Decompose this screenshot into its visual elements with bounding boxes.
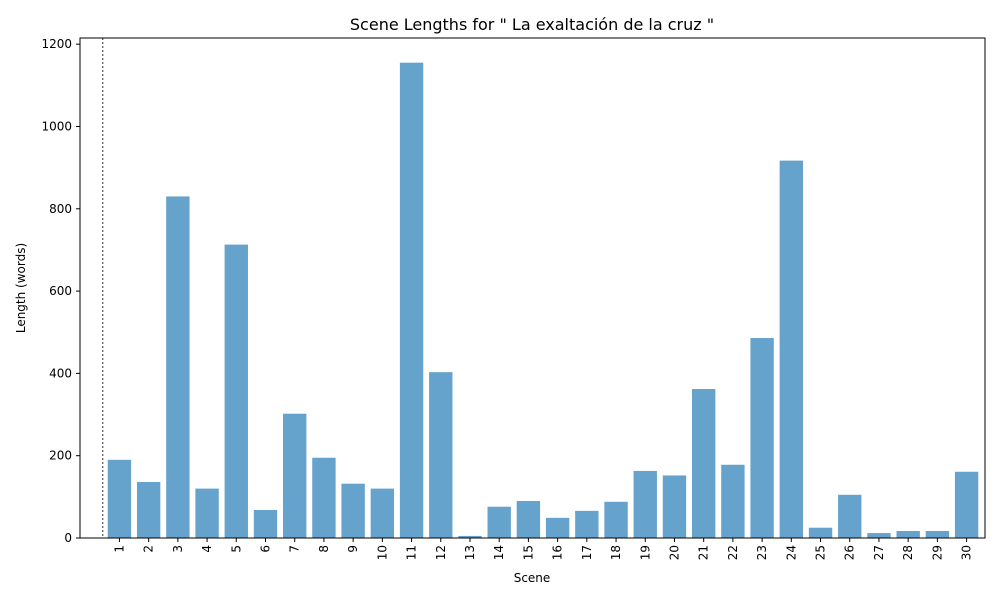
bar-scene-9	[341, 483, 365, 538]
bar-scene-13	[458, 535, 482, 538]
bar-scene-8	[312, 457, 336, 538]
x-tick-label-28: 28	[901, 545, 915, 560]
bar-scene-11	[399, 62, 424, 539]
bar-scene-24	[779, 160, 804, 539]
bar-scene-26	[838, 494, 862, 538]
x-tick-label-7: 7	[288, 545, 302, 553]
bar-scene-18	[604, 501, 628, 538]
bar-scene-2	[136, 482, 161, 538]
bar-scene-19	[633, 470, 657, 538]
x-tick-label-25: 25	[814, 545, 828, 560]
bar-scene-14	[487, 506, 511, 538]
bar-scene-28	[896, 531, 920, 538]
x-tick-label-18: 18	[609, 545, 623, 560]
y-tick-label: 600	[49, 284, 72, 298]
x-tick-label-30: 30	[960, 545, 974, 560]
chart-title: Scene Lengths for " La exaltación de la …	[350, 15, 714, 34]
x-tick-label-12: 12	[434, 545, 448, 560]
x-tick-label-11: 11	[405, 545, 419, 560]
bar-scene-10	[370, 488, 395, 538]
x-axis-label: Scene	[514, 571, 551, 585]
bar-scene-30	[954, 471, 979, 538]
bar-scene-12	[429, 372, 453, 538]
x-tick-label-17: 17	[580, 545, 594, 560]
x-tick-label-23: 23	[755, 545, 769, 560]
y-tick-label: 200	[49, 449, 72, 463]
bar-scene-25	[808, 527, 833, 538]
y-tick-label: 400	[49, 366, 72, 380]
x-tick-label-4: 4	[200, 545, 214, 553]
x-tick-label-13: 13	[463, 545, 477, 560]
bar-scene-17	[575, 510, 599, 538]
plot-frame	[79, 37, 986, 539]
x-tick-label-27: 27	[872, 545, 886, 560]
bar-scene-4	[195, 488, 219, 538]
x-tick-label-19: 19	[638, 545, 652, 560]
x-tick-label-9: 9	[346, 545, 360, 553]
x-tick-label-14: 14	[492, 545, 506, 560]
x-tick-label-29: 29	[930, 545, 944, 560]
bar-scene-23	[750, 338, 774, 538]
x-tick-label-22: 22	[726, 545, 740, 560]
bar-scene-21	[691, 389, 716, 538]
x-tick-label-1: 1	[112, 545, 126, 553]
y-tick-label: 1000	[41, 119, 72, 133]
x-tick-label-24: 24	[784, 545, 798, 560]
x-tick-label-5: 5	[229, 545, 243, 553]
bar-scene-5	[224, 244, 248, 539]
x-tick-label-2: 2	[142, 545, 156, 553]
y-tick-label: 0	[64, 531, 72, 545]
bar-scene-1	[107, 459, 132, 538]
bar-scene-27	[867, 533, 891, 538]
x-tick-label-8: 8	[317, 545, 331, 553]
bars-group	[107, 62, 979, 539]
x-tick-label-3: 3	[171, 545, 185, 553]
x-tick-label-6: 6	[258, 545, 272, 553]
bar-scene-6	[253, 510, 278, 538]
x-tick-label-20: 20	[667, 545, 681, 560]
bar-scene-20	[662, 475, 687, 538]
y-axis-label: Length (words)	[14, 243, 28, 333]
bar-scene-15	[516, 500, 541, 538]
y-tick-label: 1200	[41, 37, 72, 51]
bar-scene-3	[166, 196, 190, 538]
x-tick-label-10: 10	[375, 545, 389, 560]
x-tick-label-15: 15	[521, 545, 535, 560]
bar-scene-16	[545, 517, 570, 538]
x-tick-label-26: 26	[843, 545, 857, 560]
x-tick-label-21: 21	[697, 545, 711, 560]
x-tick-label-16: 16	[551, 545, 565, 560]
bar-scene-29	[925, 531, 950, 538]
y-tick-label: 800	[49, 202, 72, 216]
x-axis: 1 2 3 4 5 6 7 8 9 10 11 12 13 14 15 16 17 18 19 20 21 22 23 24 2…	[112, 538, 974, 560]
bar-scene-22	[721, 464, 745, 538]
bar-scene-7	[283, 413, 307, 538]
y-axis: 0 200 400 600 800 1000 1200	[41, 37, 80, 545]
